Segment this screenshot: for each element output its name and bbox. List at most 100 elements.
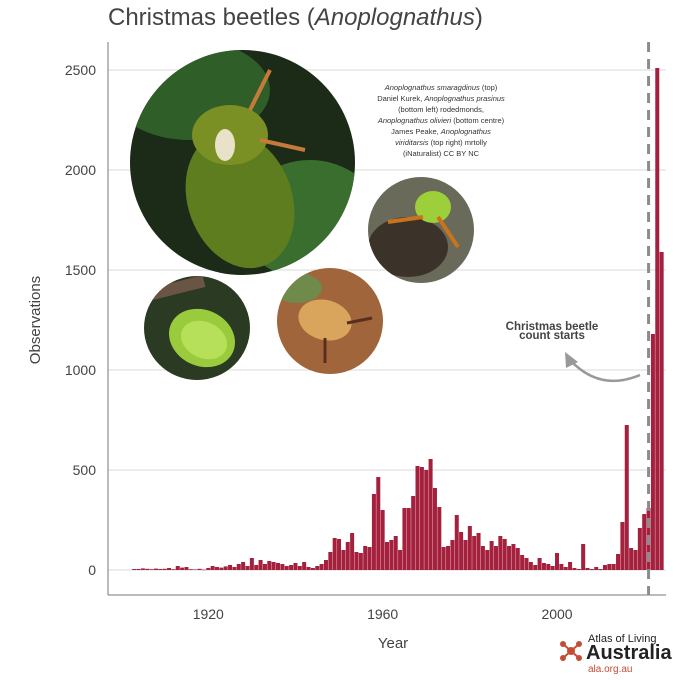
bar <box>219 567 224 570</box>
bar <box>249 558 254 570</box>
bar <box>520 555 525 570</box>
bar <box>463 540 468 570</box>
bar <box>302 562 307 570</box>
bar <box>620 522 625 570</box>
bar <box>581 544 586 570</box>
bar <box>323 560 328 570</box>
bar <box>446 546 451 570</box>
bar <box>236 564 241 570</box>
bar <box>350 533 355 570</box>
bar <box>607 564 612 570</box>
bar <box>262 564 267 570</box>
annotation-arrowhead <box>565 352 578 368</box>
bar <box>254 565 259 570</box>
bar <box>528 562 533 570</box>
bar <box>507 546 512 570</box>
bar <box>180 567 185 570</box>
bar <box>175 566 180 570</box>
credit-text-5: James Peake, <box>391 127 441 136</box>
bar <box>245 566 250 570</box>
credit-species-2: Anoplognathus prasinus <box>424 94 505 103</box>
bar <box>589 569 594 570</box>
bar <box>454 515 459 570</box>
bar <box>337 539 342 570</box>
axis-labels: 0 500 1000 1500 2000 2500 1920 1960 2000 Year Obse… <box>27 62 573 652</box>
beetle-photo-top <box>130 50 355 275</box>
x-tick-label: 2000 <box>541 606 572 622</box>
bar <box>367 547 372 570</box>
bar <box>650 334 655 570</box>
annotation-arrow <box>569 359 641 383</box>
bar <box>642 514 647 570</box>
bar <box>546 564 551 570</box>
bar <box>393 536 398 570</box>
bar <box>467 526 472 570</box>
bar <box>424 470 429 570</box>
y-tick-label: 1500 <box>65 262 96 278</box>
bar <box>223 566 228 570</box>
bar <box>315 566 320 570</box>
chart-title-close: ) <box>474 4 483 31</box>
bar <box>415 466 420 570</box>
bar <box>594 567 599 570</box>
chart-title-text: Christmas beetles ( <box>108 4 315 31</box>
bar <box>659 252 664 570</box>
bar <box>633 550 638 570</box>
axes <box>107 42 666 596</box>
bar <box>376 477 381 570</box>
bar <box>472 536 477 570</box>
y-tick-label: 500 <box>73 462 97 478</box>
bar <box>489 541 494 570</box>
bar <box>158 569 163 570</box>
bar <box>184 567 189 570</box>
bar <box>380 510 385 570</box>
bar <box>297 566 302 570</box>
bar <box>389 540 394 570</box>
bar <box>480 546 485 570</box>
credit-text-6: (top right) mrtolly <box>428 138 487 147</box>
bar <box>533 565 538 570</box>
bar <box>441 547 446 570</box>
x-tick-label: 1920 <box>193 606 224 622</box>
bar <box>572 568 577 570</box>
bar <box>284 566 289 570</box>
bar <box>432 488 437 570</box>
bar <box>167 568 172 570</box>
bar <box>568 562 573 570</box>
bar <box>289 565 294 570</box>
bar <box>136 569 141 570</box>
bar <box>193 569 198 570</box>
bar <box>153 568 158 570</box>
bar <box>162 568 167 570</box>
bar <box>232 567 237 570</box>
credit-species-1: Anoplognathus smaragdinus <box>384 83 480 92</box>
credit-species-6: viriditarsis <box>395 138 429 147</box>
photo-credit: Anoplognathus smaragdinus (top) Daniel K… <box>366 82 516 159</box>
bar <box>498 536 503 570</box>
x-axis-title: Year <box>378 635 408 652</box>
bar <box>310 568 315 570</box>
bar <box>228 565 233 570</box>
bar <box>354 552 359 570</box>
ala-logo: Atlas of Living Australia ala.org.au <box>558 632 672 676</box>
bar <box>428 459 433 570</box>
credit-text-3: (bottom left) rodedmonds, <box>398 105 484 114</box>
chart-title: Christmas beetles (Anoplognathus) <box>108 4 483 32</box>
y-tick-label: 1000 <box>65 362 96 378</box>
bar <box>616 554 621 570</box>
bar <box>328 552 333 570</box>
bar <box>459 532 464 570</box>
beetle-photo-bottom-left <box>144 276 250 380</box>
bar <box>271 562 276 570</box>
bar <box>406 508 411 570</box>
y-axis-title: Observations <box>27 276 44 364</box>
bar <box>206 568 211 570</box>
bar <box>637 528 642 570</box>
bar <box>267 561 272 570</box>
bar <box>502 539 507 570</box>
bar <box>214 567 219 570</box>
bar <box>398 550 403 570</box>
y-tick-label: 2000 <box>65 162 96 178</box>
